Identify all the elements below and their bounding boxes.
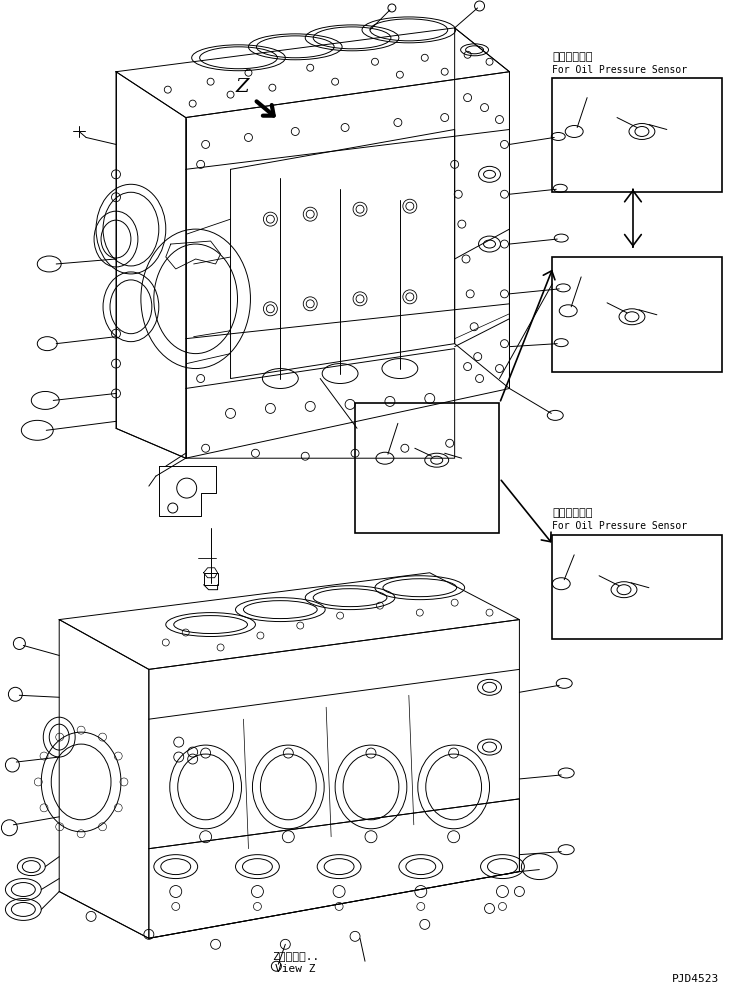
Ellipse shape [554, 234, 568, 242]
Text: For Oil Pressure Sensor: For Oil Pressure Sensor [552, 521, 688, 531]
Ellipse shape [551, 132, 565, 140]
Text: 油圧センサ用: 油圧センサ用 [552, 508, 593, 518]
Ellipse shape [548, 410, 563, 420]
Bar [552, 257, 722, 372]
Text: For Oil Pressure Sensor: For Oil Pressure Sensor [552, 65, 688, 75]
Ellipse shape [559, 768, 574, 778]
Bar [203, 573, 217, 585]
Text: View Z: View Z [275, 964, 316, 974]
Bar [552, 535, 722, 640]
Text: PJD4523: PJD4523 [672, 974, 719, 984]
Text: 油圧センサ用: 油圧センサ用 [552, 52, 593, 62]
Ellipse shape [554, 338, 568, 347]
Bar [355, 403, 499, 532]
Ellipse shape [556, 678, 573, 688]
Text: Z: Z [236, 78, 249, 96]
Text: Z　視　　..: Z 視 .. [272, 951, 319, 961]
Ellipse shape [556, 284, 570, 292]
Ellipse shape [553, 184, 567, 192]
Bar [552, 78, 722, 192]
Ellipse shape [559, 845, 574, 855]
